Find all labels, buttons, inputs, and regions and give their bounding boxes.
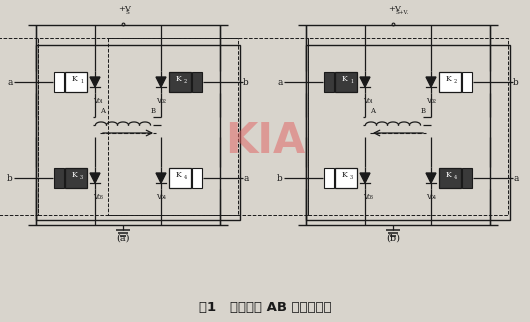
Text: b: b	[513, 78, 519, 87]
Text: a: a	[7, 78, 13, 87]
Bar	[192, 168, 202, 188]
Text: 图1   电机绕组 AB 的电流方向: 图1 电机绕组 AB 的电流方向	[199, 301, 331, 314]
Polygon shape	[90, 173, 100, 183]
Text: b: b	[243, 78, 249, 87]
Text: V: V	[156, 193, 161, 201]
Text: (a): (a)	[116, 233, 130, 242]
Bar	[108, 38, 308, 215]
Text: 2: 2	[454, 79, 457, 83]
Polygon shape	[90, 77, 100, 87]
Text: +V: +V	[388, 5, 401, 13]
Text: 3: 3	[80, 175, 83, 179]
Bar	[462, 72, 472, 92]
Text: S+V.: S+V.	[396, 10, 409, 15]
Text: (b): (b)	[386, 233, 400, 242]
Bar	[169, 72, 191, 92]
Text: D3: D3	[367, 195, 374, 200]
Bar	[324, 72, 334, 92]
Bar	[169, 168, 191, 188]
Text: D4: D4	[430, 195, 437, 200]
Text: K: K	[341, 171, 347, 179]
Bar	[462, 168, 472, 188]
Text: V: V	[93, 193, 98, 201]
Bar	[65, 168, 87, 188]
Polygon shape	[156, 77, 166, 87]
Polygon shape	[426, 173, 436, 183]
Polygon shape	[156, 173, 166, 183]
Text: V: V	[363, 193, 368, 201]
Text: B: B	[421, 107, 426, 115]
Bar	[308, 38, 508, 215]
Text: K: K	[175, 171, 181, 179]
Text: A: A	[100, 107, 105, 115]
Text: 1: 1	[80, 79, 83, 83]
Bar	[65, 72, 87, 92]
Text: K: K	[445, 75, 451, 83]
Text: A: A	[370, 107, 375, 115]
Text: V: V	[363, 97, 368, 105]
Text: V: V	[156, 97, 161, 105]
Text: K: K	[71, 171, 77, 179]
Text: 1: 1	[350, 79, 353, 83]
Bar	[38, 38, 238, 215]
Bar	[192, 72, 202, 92]
Bar	[36, 45, 240, 220]
Text: D3: D3	[97, 195, 104, 200]
Text: D2: D2	[430, 99, 437, 104]
Text: V: V	[426, 97, 431, 105]
Polygon shape	[360, 173, 370, 183]
Polygon shape	[426, 77, 436, 87]
Text: V: V	[93, 97, 98, 105]
Bar	[324, 168, 334, 188]
Text: +V: +V	[118, 5, 131, 13]
Text: K: K	[341, 75, 347, 83]
Text: 3: 3	[350, 175, 353, 179]
Text: KIA: KIA	[225, 120, 305, 162]
Text: b: b	[7, 174, 13, 183]
Text: D1: D1	[367, 99, 374, 104]
Text: 4: 4	[454, 175, 457, 179]
Text: a: a	[277, 78, 282, 87]
Text: D1: D1	[97, 99, 104, 104]
Text: a: a	[243, 174, 249, 183]
Text: 4: 4	[184, 175, 187, 179]
Text: 2: 2	[184, 79, 187, 83]
Text: B: B	[151, 107, 156, 115]
Bar	[54, 72, 64, 92]
Bar	[54, 168, 64, 188]
Bar	[439, 72, 461, 92]
Text: a: a	[514, 174, 519, 183]
Polygon shape	[360, 77, 370, 87]
Text: S: S	[126, 10, 130, 15]
Bar	[306, 45, 510, 220]
Text: D4: D4	[160, 195, 167, 200]
Text: K: K	[445, 171, 451, 179]
Text: V: V	[426, 193, 431, 201]
Text: K: K	[71, 75, 77, 83]
Text: D2: D2	[160, 99, 167, 104]
Bar	[335, 72, 357, 92]
Bar	[0, 38, 38, 215]
Bar	[439, 168, 461, 188]
Text: K: K	[175, 75, 181, 83]
Bar	[335, 168, 357, 188]
Text: b: b	[277, 174, 283, 183]
